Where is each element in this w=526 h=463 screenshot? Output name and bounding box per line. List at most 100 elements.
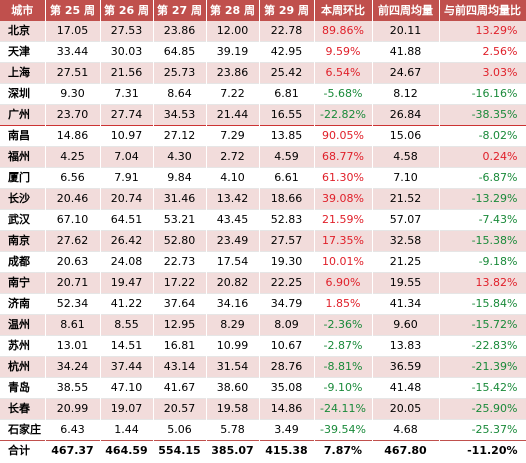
table-row: 温州 8.61 8.55 12.95 8.29 8.09 -2.36% 9.60 -15.72%	[0, 314, 526, 336]
cell-city: 南宁	[0, 272, 46, 294]
table-row: 南昌 14.86 10.97 27.12 7.29 13.85 90.05% 15.06 -8.…	[0, 125, 526, 147]
table-row: 济南 52.34 41.22 37.64 34.16 34.79 1.85% 41.34 -15…	[0, 293, 526, 315]
table-row: 武汉 67.10 64.51 53.21 43.45 52.83 21.59% 57.07 -7…	[0, 209, 526, 231]
total-week-26: 464.59	[100, 440, 154, 461]
cell-week-27: 31.46	[153, 188, 207, 210]
cell-four-week-avg: 21.52	[372, 188, 440, 210]
cell-week-25: 20.46	[45, 188, 101, 210]
cell-vs-four-week-avg: -6.87%	[439, 167, 526, 189]
cell-week-over-week: -2.87%	[314, 335, 373, 357]
cell-vs-four-week-avg: -13.29%	[439, 188, 526, 210]
cell-week-over-week: 17.35%	[314, 230, 373, 252]
cell-week-27: 43.14	[153, 356, 207, 378]
cell-week-27: 22.73	[153, 251, 207, 273]
cell-week-26: 7.04	[100, 146, 154, 168]
cell-week-27: 64.85	[153, 41, 207, 63]
cell-week-28: 31.54	[206, 356, 260, 378]
cell-week-26: 24.08	[100, 251, 154, 273]
cell-four-week-avg: 8.12	[372, 83, 440, 105]
header-week-29: 第 29 周	[259, 0, 315, 21]
cell-week-28: 5.78	[206, 419, 260, 441]
table-row: 青岛 38.55 47.10 41.67 38.60 35.08 -9.10% 41.48 -1…	[0, 377, 526, 399]
cell-week-26: 19.07	[100, 398, 154, 420]
cell-week-29: 6.61	[259, 167, 315, 189]
cell-week-28: 12.00	[206, 21, 260, 42]
table-row: 北京 17.05 27.53 23.86 12.00 22.78 89.86% 20.11 13…	[0, 21, 526, 42]
cell-week-27: 23.86	[153, 21, 207, 42]
cell-week-28: 23.86	[206, 62, 260, 84]
cell-city: 福州	[0, 146, 46, 168]
cell-week-29: 22.78	[259, 21, 315, 42]
cell-week-28: 2.72	[206, 146, 260, 168]
cell-city: 厦门	[0, 167, 46, 189]
cell-city: 苏州	[0, 335, 46, 357]
cell-vs-four-week-avg: 13.29%	[439, 21, 526, 42]
header-city: 城市	[0, 0, 46, 21]
table-row: 天津 33.44 30.03 64.85 39.19 42.95 9.59% 41.88 2.5…	[0, 41, 526, 63]
cell-city: 济南	[0, 293, 46, 315]
cell-city: 天津	[0, 41, 46, 63]
header-week-26: 第 26 周	[100, 0, 154, 21]
cell-four-week-avg: 19.55	[372, 272, 440, 294]
cell-vs-four-week-avg: 3.03%	[439, 62, 526, 84]
cell-city: 长沙	[0, 188, 46, 210]
cell-week-27: 17.22	[153, 272, 207, 294]
total-label: 合计	[0, 440, 46, 461]
cell-four-week-avg: 21.25	[372, 251, 440, 273]
cell-four-week-avg: 13.83	[372, 335, 440, 357]
cell-city: 上海	[0, 62, 46, 84]
cell-week-28: 7.29	[206, 125, 260, 147]
cell-vs-four-week-avg: -15.38%	[439, 230, 526, 252]
total-week-25: 467.37	[45, 440, 101, 461]
cell-week-29: 13.85	[259, 125, 315, 147]
table-row: 上海 27.51 21.56 25.73 23.86 25.42 6.54% 24.67 3.0…	[0, 62, 526, 84]
cell-week-28: 7.22	[206, 83, 260, 105]
cell-four-week-avg: 4.68	[372, 419, 440, 441]
cell-city: 长春	[0, 398, 46, 420]
cell-week-26: 27.74	[100, 104, 154, 126]
cell-week-26: 41.22	[100, 293, 154, 315]
table-footer: 合计 467.37 464.59 554.15 385.07 415.38 7.…	[0, 440, 526, 461]
cell-week-over-week: 39.08%	[314, 188, 373, 210]
cell-vs-four-week-avg: -15.84%	[439, 293, 526, 315]
cell-week-29: 10.67	[259, 335, 315, 357]
total-week-27: 554.15	[153, 440, 207, 461]
table-row: 长春 20.99 19.07 20.57 19.58 14.86 -24.11% 20.05-…	[0, 398, 526, 420]
total-vs-four-week-avg: -11.20%	[439, 440, 526, 461]
cell-week-over-week: -9.10%	[314, 377, 373, 399]
table-header: 城市 第 25 周 第 26 周 第 27 周 第 28 周 第 29 周 本周…	[0, 0, 526, 21]
cell-week-over-week: 89.86%	[314, 21, 373, 42]
table-body: 北京 17.05 27.53 23.86 12.00 22.78 89.86% 20.11 13…	[0, 21, 526, 441]
cell-week-over-week: 21.59%	[314, 209, 373, 231]
table-row: 厦门 6.56 7.91 9.84 4.10 6.61 61.30% 7.10 -6.87%	[0, 167, 526, 189]
table-row: 福州 4.25 7.04 4.30 2.72 4.59 68.77% 4.58 0.24%	[0, 146, 526, 168]
cell-week-29: 28.76	[259, 356, 315, 378]
cell-week-29: 18.66	[259, 188, 315, 210]
cell-week-over-week: 68.77%	[314, 146, 373, 168]
cell-week-26: 14.51	[100, 335, 154, 357]
table-row: 石家庄 6.43 1.44 5.06 5.78 3.49 -39.54% 4.68 -25.37…	[0, 419, 526, 441]
cell-week-29: 52.83	[259, 209, 315, 231]
cell-four-week-avg: 20.11	[372, 21, 440, 42]
cell-week-26: 21.56	[100, 62, 154, 84]
cell-week-27: 5.06	[153, 419, 207, 441]
cell-week-26: 47.10	[100, 377, 154, 399]
table-row: 长沙 20.46 20.74 31.46 13.42 18.66 39.08% 21.52 -1…	[0, 188, 526, 210]
cell-week-over-week: 6.90%	[314, 272, 373, 294]
cell-week-26: 20.74	[100, 188, 154, 210]
cell-week-25: 14.86	[45, 125, 101, 147]
header-week-27: 第 27 周	[153, 0, 207, 21]
table-row: 南宁 20.71 19.47 17.22 20.82 22.25 6.90% 19.55 13.…	[0, 272, 526, 294]
total-row: 合计 467.37 464.59 554.15 385.07 415.38 7.…	[0, 440, 526, 461]
cell-week-29: 19.30	[259, 251, 315, 273]
cell-week-27: 41.67	[153, 377, 207, 399]
header-week-over-week: 本周环比	[314, 0, 373, 21]
header-four-week-avg: 前四周均量	[372, 0, 440, 21]
cell-week-25: 6.56	[45, 167, 101, 189]
cell-week-over-week: 6.54%	[314, 62, 373, 84]
cell-week-27: 12.95	[153, 314, 207, 336]
header-vs-four-week-avg: 与前四周均量比	[439, 0, 526, 21]
table-row: 深圳 9.30 7.31 8.64 7.22 6.81 -5.68% 8.12 -16.16%	[0, 83, 526, 105]
cell-week-27: 25.73	[153, 62, 207, 84]
